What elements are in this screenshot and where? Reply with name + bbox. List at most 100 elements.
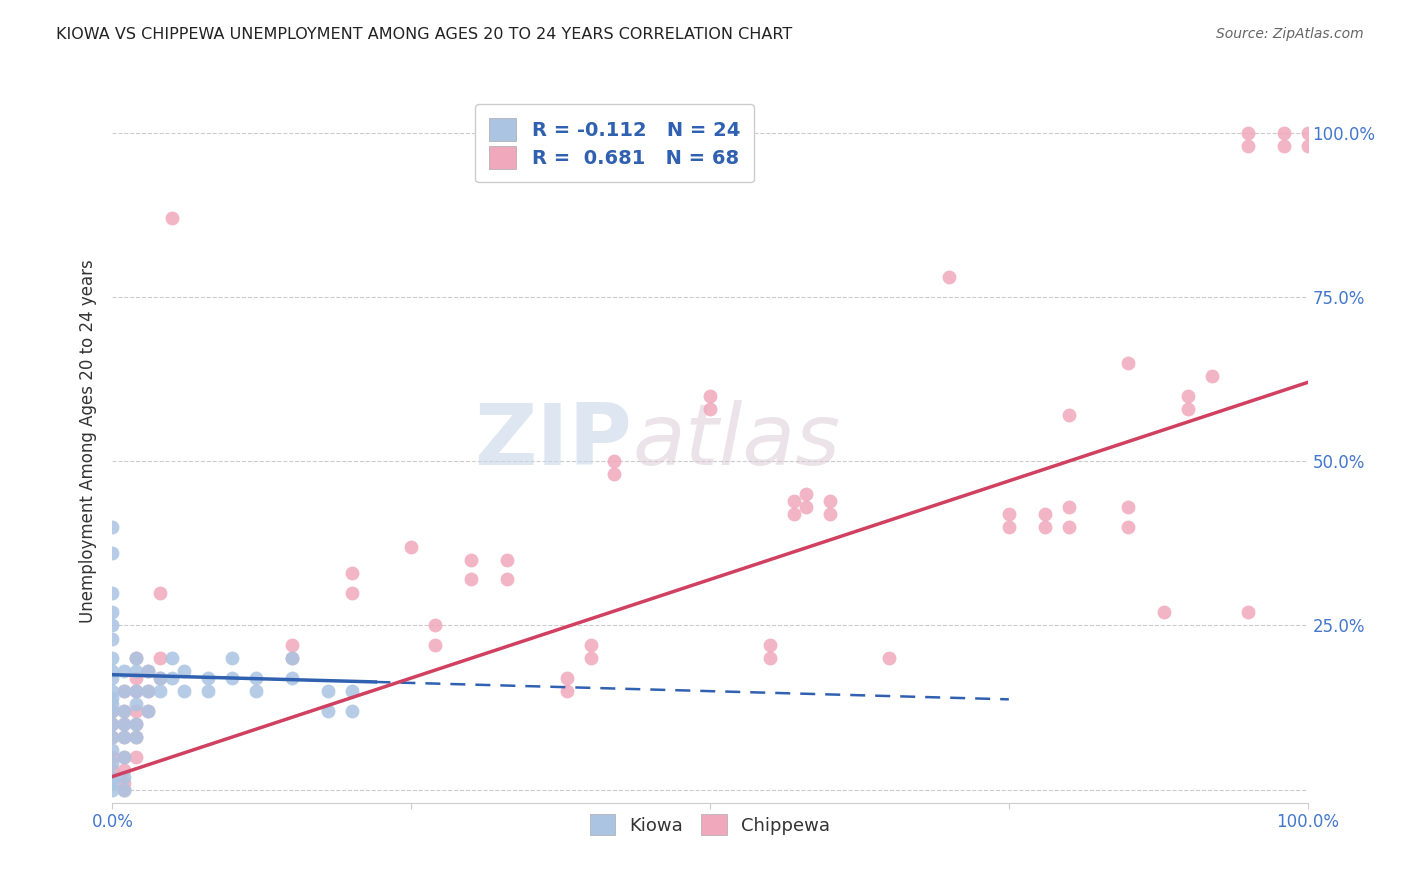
Text: Source: ZipAtlas.com: Source: ZipAtlas.com <box>1216 27 1364 41</box>
Point <box>699 388 721 402</box>
Point <box>114 782 135 797</box>
Point <box>114 776 135 790</box>
Point <box>818 507 841 521</box>
Point <box>149 671 172 685</box>
Point <box>125 749 148 764</box>
Point <box>101 730 124 744</box>
Point <box>149 651 172 665</box>
Point <box>101 585 124 599</box>
Point <box>114 684 135 698</box>
Point <box>998 507 1021 521</box>
Point <box>579 651 602 665</box>
Point <box>281 671 304 685</box>
Point <box>101 665 124 679</box>
Point <box>101 770 124 784</box>
Point <box>1237 126 1260 140</box>
Point <box>125 684 148 698</box>
Point <box>101 651 124 665</box>
Point <box>101 782 124 797</box>
Point <box>1296 126 1319 140</box>
Point <box>149 585 172 599</box>
Point <box>245 684 267 698</box>
Point <box>138 684 160 698</box>
Point <box>603 467 626 482</box>
Point <box>221 671 243 685</box>
Point <box>759 651 782 665</box>
Point <box>1201 368 1223 383</box>
Point <box>138 684 160 698</box>
Point <box>316 704 339 718</box>
Point <box>114 704 135 718</box>
Point <box>1177 388 1199 402</box>
Point <box>101 717 124 731</box>
Point <box>316 684 339 698</box>
Point <box>162 651 183 665</box>
Point <box>101 756 124 771</box>
Point <box>114 730 135 744</box>
Point <box>149 684 172 698</box>
Point <box>1296 139 1319 153</box>
Point <box>101 671 124 685</box>
Point <box>555 684 578 698</box>
Point <box>340 585 363 599</box>
Point <box>125 651 148 665</box>
Point <box>579 638 602 652</box>
Point <box>114 665 135 679</box>
Point <box>114 717 135 731</box>
Point <box>125 698 148 712</box>
Point <box>281 638 304 652</box>
Point <box>938 270 960 285</box>
Point <box>101 743 124 757</box>
Point <box>603 454 626 468</box>
Point <box>794 487 817 501</box>
Point <box>101 520 124 534</box>
Point <box>125 704 148 718</box>
Point <box>125 730 148 744</box>
Point <box>138 704 160 718</box>
Point <box>101 704 124 718</box>
Point <box>425 638 447 652</box>
Point <box>1118 500 1140 515</box>
Point <box>197 671 219 685</box>
Point <box>401 540 423 554</box>
Point <box>162 671 183 685</box>
Point <box>114 684 135 698</box>
Point <box>1237 605 1260 619</box>
Point <box>101 776 124 790</box>
Point <box>125 651 148 665</box>
Text: KIOWA VS CHIPPEWA UNEMPLOYMENT AMONG AGES 20 TO 24 YEARS CORRELATION CHART: KIOWA VS CHIPPEWA UNEMPLOYMENT AMONG AGE… <box>56 27 793 42</box>
Point <box>125 717 148 731</box>
Point <box>460 553 482 567</box>
Point <box>125 671 148 685</box>
Point <box>782 493 804 508</box>
Point <box>425 618 447 632</box>
Point <box>245 671 267 685</box>
Point <box>101 730 124 744</box>
Point <box>1177 401 1199 416</box>
Point <box>340 684 363 698</box>
Point <box>101 684 124 698</box>
Point <box>101 704 124 718</box>
Point <box>101 618 124 632</box>
Point <box>340 704 363 718</box>
Point <box>101 749 124 764</box>
Point <box>998 520 1021 534</box>
Point <box>114 730 135 744</box>
Point <box>114 763 135 777</box>
Point <box>281 651 304 665</box>
Point <box>173 665 195 679</box>
Point <box>101 605 124 619</box>
Point <box>340 566 363 580</box>
Point <box>125 717 148 731</box>
Point <box>1057 409 1080 423</box>
Point <box>101 763 124 777</box>
Point <box>759 638 782 652</box>
Point <box>101 546 124 560</box>
Point <box>101 632 124 646</box>
Point <box>782 507 804 521</box>
Text: atlas: atlas <box>633 400 841 483</box>
Point <box>125 684 148 698</box>
Point <box>1033 520 1056 534</box>
Point <box>149 671 172 685</box>
Point <box>197 684 219 698</box>
